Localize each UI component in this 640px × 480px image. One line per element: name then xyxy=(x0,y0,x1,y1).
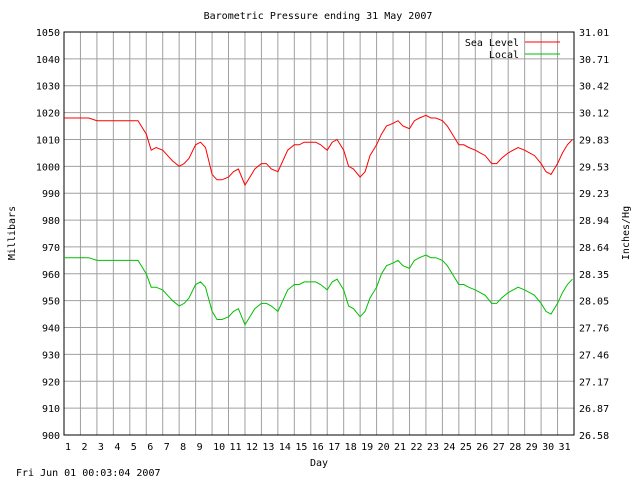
y2-tick-label: 30.12 xyxy=(579,109,609,120)
y2-tick-label: 27.46 xyxy=(579,350,609,361)
y-tick-label: 990 xyxy=(42,189,60,200)
y-tick-label: 1040 xyxy=(36,55,60,66)
y-tick-label: 950 xyxy=(42,297,60,308)
bottom-axis-ticks: 1 2 3 4 5 6 7 8 9 10 11 12 13 14 15 16 17 18 19 20 21 22 23 24 2… xyxy=(65,442,571,453)
y2-tick-label: 29.53 xyxy=(579,162,609,173)
y2-tick-label: 30.42 xyxy=(579,82,609,93)
y-tick-label: 1000 xyxy=(36,162,60,173)
y2-tick-label: 28.64 xyxy=(579,243,609,254)
legend-label: Sea Level xyxy=(465,38,519,49)
y2-tick-label: 27.76 xyxy=(579,324,609,335)
x-tick-label: 16 xyxy=(312,442,324,453)
x-tick-label: 30 xyxy=(542,442,554,453)
x-tick-label: 8 xyxy=(180,442,186,453)
x-axis-label: Day xyxy=(310,458,328,469)
legend-label: Local xyxy=(489,50,519,61)
x-tick-label: 12 xyxy=(246,442,258,453)
footer-timestamp: Fri Jun 01 00:03:04 2007 xyxy=(16,468,161,479)
x-tick-label: 27 xyxy=(493,442,505,453)
y2-tick-label: 28.94 xyxy=(579,216,609,227)
x-tick-label: 21 xyxy=(394,442,406,453)
x-tick-label: 14 xyxy=(279,442,291,453)
x-tick-label: 7 xyxy=(164,442,170,453)
x-tick-label: 9 xyxy=(197,442,203,453)
y2-tick-label: 28.05 xyxy=(579,297,609,308)
series-line-local xyxy=(64,254,573,326)
y-tick-label: 960 xyxy=(42,270,60,281)
y-tick-label: 900 xyxy=(42,431,60,442)
x-tick-label: 5 xyxy=(131,442,137,453)
chart-title: Barometric Pressure ending 31 May 2007 xyxy=(204,11,433,22)
x-tick-label: 31 xyxy=(559,442,571,453)
x-tick-label: 17 xyxy=(328,442,340,453)
x-tick-label: 22 xyxy=(410,442,422,453)
y2-tick-label: 29.23 xyxy=(579,189,609,200)
chart-grid xyxy=(63,31,574,436)
y-tick-label: 970 xyxy=(42,243,60,254)
y-tick-label: 910 xyxy=(42,404,60,415)
plot-frame xyxy=(63,31,575,436)
y-tick-label: 1020 xyxy=(36,109,60,120)
x-tick-label: 26 xyxy=(476,442,488,453)
y2-tick-label: 27.17 xyxy=(579,377,609,388)
x-tick-label: 10 xyxy=(213,442,225,453)
x-tick-label: 3 xyxy=(98,442,104,453)
x-tick-label: 18 xyxy=(345,442,357,453)
x-tick-label: 6 xyxy=(147,442,153,453)
y-tick-label: 1010 xyxy=(36,135,60,146)
y2-tick-label: 26.87 xyxy=(579,404,609,415)
y2-axis-label: Inches/Hg xyxy=(621,206,632,260)
x-tick-label: 2 xyxy=(81,442,87,453)
x-tick-label: 4 xyxy=(114,442,120,453)
y-axis-label: Millibars xyxy=(7,206,18,260)
series-line-sea-level xyxy=(64,114,573,187)
x-tick-label: 24 xyxy=(443,442,455,453)
x-tick-label: 1 xyxy=(65,442,71,453)
y-tick-label: 920 xyxy=(42,377,60,388)
y2-tick-label: 28.35 xyxy=(579,270,609,281)
y-tick-label: 980 xyxy=(42,216,60,227)
right-axis-ticks: 31.01 30.71 30.42 30.12 29.83 29.53 29.23 28.94… xyxy=(579,28,609,442)
x-tick-label: 15 xyxy=(295,442,307,453)
x-tick-label: 25 xyxy=(460,442,472,453)
y-tick-label: 1050 xyxy=(36,28,60,39)
x-tick-label: 28 xyxy=(509,442,521,453)
y2-tick-label: 29.83 xyxy=(579,135,609,146)
series-lines xyxy=(64,114,573,326)
x-tick-label: 11 xyxy=(230,442,242,453)
y-tick-label: 930 xyxy=(42,350,60,361)
y-tick-label: 940 xyxy=(42,324,60,335)
x-tick-label: 20 xyxy=(378,442,390,453)
y2-tick-label: 26.58 xyxy=(579,431,609,442)
x-tick-label: 13 xyxy=(262,442,274,453)
y2-tick-label: 30.71 xyxy=(579,55,609,66)
x-tick-label: 19 xyxy=(361,442,373,453)
x-tick-label: 23 xyxy=(427,442,439,453)
y-tick-label: 1030 xyxy=(36,82,60,93)
y2-tick-label: 31.01 xyxy=(579,28,609,39)
x-tick-label: 29 xyxy=(526,442,538,453)
left-axis-ticks: 1050 1040 1030 1020 1010 1000 990 980 970 960 950 9… xyxy=(36,28,60,442)
